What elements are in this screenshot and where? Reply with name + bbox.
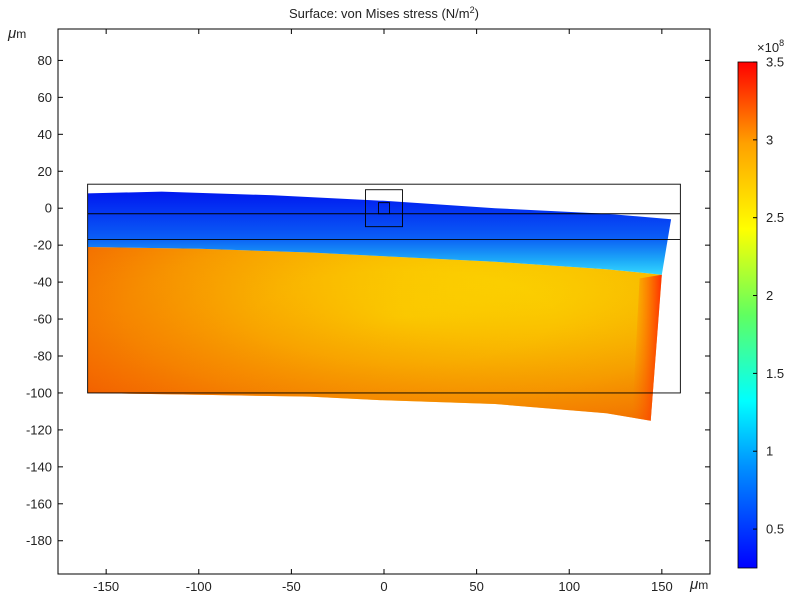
y-tick-label: -140 bbox=[26, 459, 52, 474]
domain-outline bbox=[87, 183, 681, 394]
y-tick-label: 20 bbox=[38, 164, 52, 179]
x-tick-label: 50 bbox=[469, 579, 483, 594]
x-tick-label: -150 bbox=[93, 579, 119, 594]
upper-layer-field bbox=[87, 191, 672, 275]
y-tick-label: -120 bbox=[26, 422, 52, 437]
y-tick-label: -20 bbox=[33, 238, 52, 253]
y-tick-label: 0 bbox=[45, 201, 52, 216]
x-axis-ticks: -150 -100 -50 0 50 100 150 bbox=[93, 29, 673, 594]
x-tick-label: 100 bbox=[558, 579, 580, 594]
y-tick-label: -160 bbox=[26, 496, 52, 511]
colorbar-tick-label: 2 bbox=[766, 288, 773, 303]
geometry-outline bbox=[87, 183, 681, 394]
y-tick-label: -60 bbox=[33, 312, 52, 327]
y-tick-label: -180 bbox=[26, 533, 52, 548]
chart-title: Surface: von Mises stress (N/m2) bbox=[289, 5, 479, 21]
colorbar-multiplier: ×108 bbox=[757, 38, 784, 55]
x-tick-label: -50 bbox=[282, 579, 301, 594]
x-tick-label: 0 bbox=[380, 579, 387, 594]
x-tick-label: -100 bbox=[186, 579, 212, 594]
y-tick-label: 40 bbox=[38, 127, 52, 142]
colorbar-tick-label: 3 bbox=[766, 132, 773, 147]
y-tick-label: -40 bbox=[33, 275, 52, 290]
colorbar-tick-label: 1 bbox=[766, 444, 773, 459]
refinement-box-1 bbox=[365, 189, 403, 228]
y-tick-label: 80 bbox=[38, 53, 52, 68]
lower-layer-left-hotspot bbox=[87, 247, 662, 421]
colorbar-ticks: 3.5 3 2.5 2 1.5 1 0.5 bbox=[753, 55, 784, 537]
lower-layer-right-hotspot bbox=[632, 274, 662, 421]
colorbar: 3.5 3 2.5 2 1.5 1 0.5 ×108 bbox=[737, 38, 784, 569]
refinement-box-2 bbox=[377, 202, 391, 215]
x-axis-unit: μm bbox=[689, 576, 708, 593]
colorbar-tick-label: 2.5 bbox=[766, 210, 784, 225]
colorbar-gradient bbox=[737, 61, 758, 569]
y-tick-label: 60 bbox=[38, 90, 52, 105]
y-tick-label: -80 bbox=[33, 349, 52, 364]
y-axis-ticks: 80 60 40 20 0 -20 -40 -60 -80 -100 -120 -140 -160 -18… bbox=[26, 53, 710, 548]
colorbar-tick-label: 1.5 bbox=[766, 366, 784, 381]
colorbar-tick-label: 3.5 bbox=[766, 55, 784, 70]
y-axis-unit: μm bbox=[7, 25, 26, 42]
stress-field bbox=[87, 191, 672, 421]
y-tick-label: -100 bbox=[26, 385, 52, 400]
colorbar-tick-label: 0.5 bbox=[766, 522, 784, 537]
x-tick-label: 150 bbox=[651, 579, 673, 594]
